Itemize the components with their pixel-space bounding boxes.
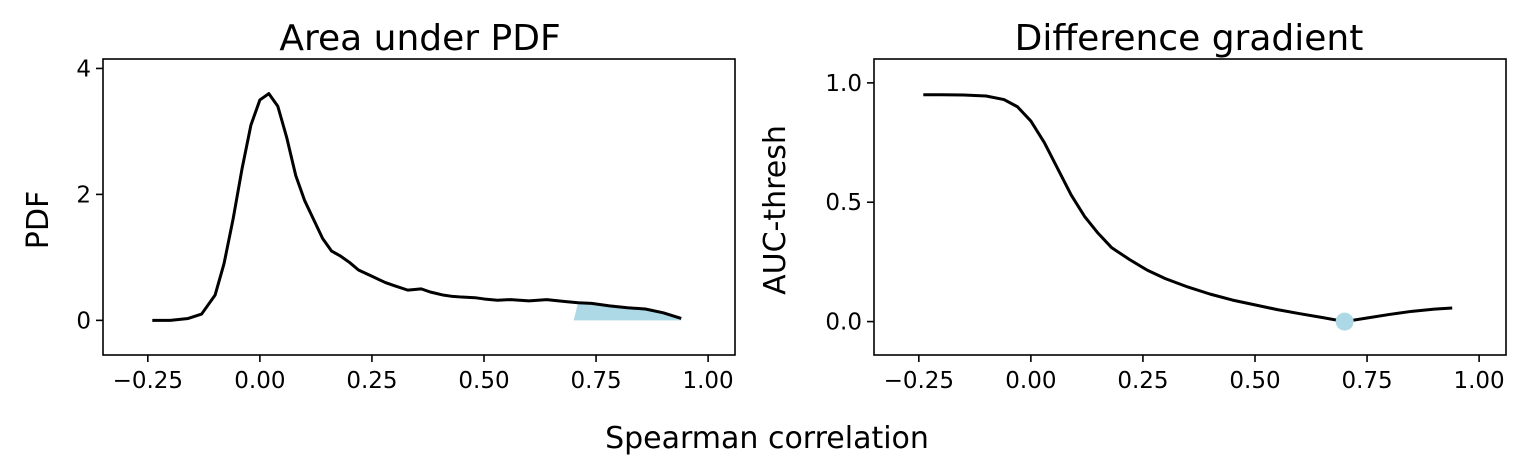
pdf-area-panel: Area under PDF PDF −0.25 0.00 0.25 0.50 0.75… xyxy=(21,18,736,394)
gradient-plot-frame xyxy=(873,58,1507,356)
gradient-marker-layer xyxy=(1335,312,1354,331)
gradient-x-tick-label: 0.00 xyxy=(1005,368,1056,394)
gradient-x-tick-label: −0.25 xyxy=(884,368,954,394)
gradient-y-axis: 0.0 0.5 1.0 xyxy=(825,71,874,336)
shared-x-axis-label: Spearman correlation xyxy=(605,421,929,456)
pdf-shaded-area-layer xyxy=(573,302,682,321)
gradient-y-tick-label: 0.5 xyxy=(825,190,862,216)
gradient-x-tick-label: 0.25 xyxy=(1117,368,1168,394)
pdf-shaded-area xyxy=(573,302,682,321)
gradient-curve-line xyxy=(923,93,1453,324)
pdf-y-tick-label: 0 xyxy=(76,308,91,334)
gradient-chart-title: Difference gradient xyxy=(1015,18,1364,59)
pdf-x-tick-label: 0.25 xyxy=(346,368,397,394)
gradient-x-tick-label: 1.00 xyxy=(1453,368,1504,394)
gradient-x-tick-label: 0.75 xyxy=(1341,368,1392,394)
gradient-threshold-marker xyxy=(1335,312,1354,331)
pdf-curve-layer xyxy=(152,92,682,322)
gradient-x-tick-label: 0.50 xyxy=(1229,368,1280,394)
pdf-y-axis-label: PDF xyxy=(21,191,56,249)
pdf-x-tick-label: 0.00 xyxy=(234,368,285,394)
gradient-y-tick-label: 1.0 xyxy=(825,71,862,97)
pdf-x-tick-label: 0.75 xyxy=(570,368,621,394)
pdf-plot-frame xyxy=(102,58,736,356)
pdf-x-tick-label: −0.25 xyxy=(113,368,183,394)
pdf-x-tick-label: 0.50 xyxy=(458,368,509,394)
pdf-y-tick-label: 2 xyxy=(76,182,91,208)
pdf-curve-line xyxy=(152,92,682,322)
gradient-y-axis-label: AUC-thresh xyxy=(758,125,793,295)
gradient-y-tick-label: 0.0 xyxy=(825,310,862,336)
gradient-x-axis: −0.25 0.00 0.25 0.50 0.75 1.00 xyxy=(884,355,1505,394)
pdf-x-tick-label: 1.00 xyxy=(682,368,733,394)
gradient-curve-layer xyxy=(923,93,1453,324)
pdf-y-tick-label: 4 xyxy=(76,56,91,82)
pdf-x-axis: −0.25 0.00 0.25 0.50 0.75 1.00 xyxy=(113,355,734,394)
pdf-chart-title: Area under PDF xyxy=(279,18,560,59)
pdf-y-axis: 0 2 4 xyxy=(76,56,103,334)
difference-gradient-panel: Difference gradient AUC-thresh −0.25 0.00… xyxy=(758,18,1507,394)
